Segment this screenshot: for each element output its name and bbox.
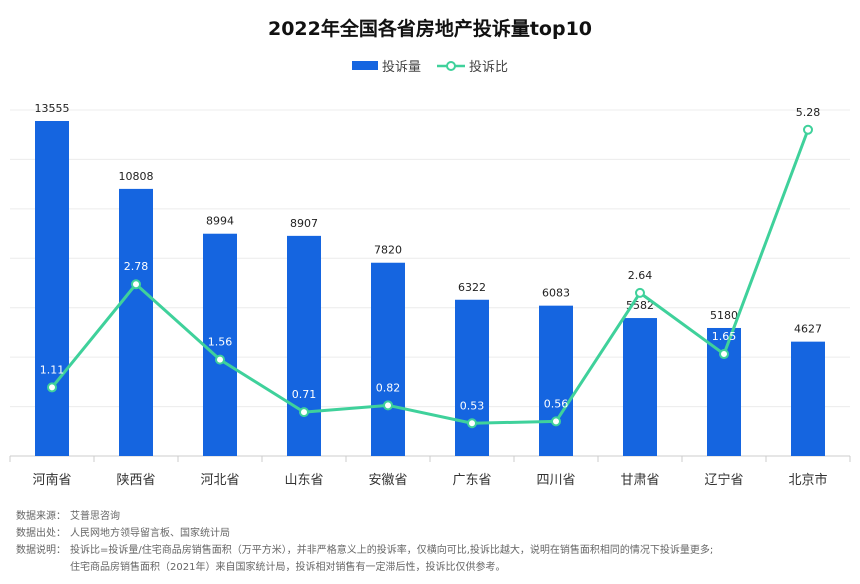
note-explain-value-2: 住宅商品房销售面积（2021年）来自国家统计局，投诉相对销售有一定滞后性，投诉比… [70,562,506,573]
data-notes: 数据来源： 艾普思咨询 数据出处： 人民网地方领导留言板、国家统计局 数据说明：… [16,508,713,576]
note-explain: 数据说明： 投诉比=投诉量/住宅商品房销售面积（万平方米），并非严格意义上的投诉… [16,542,713,559]
line-point [719,349,729,360]
bar-value-label: 13555 [35,102,70,115]
line-value-label: 0.56 [544,397,569,410]
note-source: 数据来源： 艾普思咨询 [16,508,713,525]
x-tick-label: 北京市 [788,472,827,488]
line-point [131,279,141,290]
note-origin-value: 人民网地方领导留言板、国家统计局 [70,528,230,539]
line-value-label: 1.65 [712,330,737,343]
line-point [803,124,813,135]
x-tick-label: 山东省 [284,473,323,488]
bar-value-label: 7820 [374,244,402,257]
bar-value-label: 4627 [794,323,822,336]
bar [287,235,321,456]
legend-bar-label: 投诉量 [381,60,421,75]
x-tick-label: 安徽省 [368,473,407,488]
bar-value-label: 5180 [710,309,738,322]
line-value-label: 0.71 [292,388,317,401]
bar-value-label: 6083 [542,287,570,300]
x-tick-label: 辽宁省 [704,472,743,488]
bar-value-label: 6322 [458,281,486,294]
line-point [635,287,645,298]
bar [623,318,657,456]
bar-value-label: 10808 [119,170,154,183]
bar-value-label: 8907 [290,217,318,230]
x-tick-label: 河北省 [200,473,239,488]
x-tick-label: 河南省 [32,472,71,488]
line-point [299,407,309,418]
bar [539,305,573,456]
line-value-label: 5.28 [796,106,821,119]
line-point [551,416,561,427]
line-point [47,382,57,393]
bar [455,299,489,456]
bar-value-label: 8994 [206,215,234,228]
chart-legend: 投诉量 投诉比 [0,56,860,75]
note-origin: 数据出处： 人民网地方领导留言板、国家统计局 [16,525,713,542]
line-value-label: 2.78 [124,260,149,273]
bar [203,233,237,456]
line-value-label: 0.82 [376,381,401,394]
line-value-label: 1.11 [40,363,65,376]
bar [35,120,69,456]
bar [119,188,153,456]
line-point [215,354,225,365]
legend-bar-swatch [351,61,378,70]
note-explain-value-1: 投诉比=投诉量/住宅商品房销售面积（万平方米），并非严格意义上的投诉率，仅横向可… [70,545,714,556]
bar [371,262,405,456]
line-value-label: 1.56 [208,336,233,349]
line-series [50,129,810,425]
chart-title: 2022年全国各省房地产投诉量top10 [267,18,593,40]
line-value-label: 2.64 [628,269,653,282]
note-origin-label: 数据出处： [16,528,66,539]
note-source-label: 数据来源： [16,511,66,522]
x-tick-label: 甘肃省 [620,473,659,488]
line-point [383,400,393,411]
bar [791,341,825,456]
note-source-value: 艾普思咨询 [70,511,120,522]
x-tick-label: 广东省 [452,473,491,488]
line-point [467,418,477,429]
legend-item-bar[interactable]: 投诉量 [351,56,421,75]
x-tick-label: 四川省 [536,473,575,488]
legend-line-swatch [437,60,465,71]
x-tick-label: 陕西省 [116,473,155,488]
legend-item-line[interactable]: 投诉比 [437,56,508,75]
note-explain-label: 数据说明： [16,545,66,556]
legend-line-label: 投诉比 [469,60,509,75]
line-value-label: 0.53 [460,399,485,412]
